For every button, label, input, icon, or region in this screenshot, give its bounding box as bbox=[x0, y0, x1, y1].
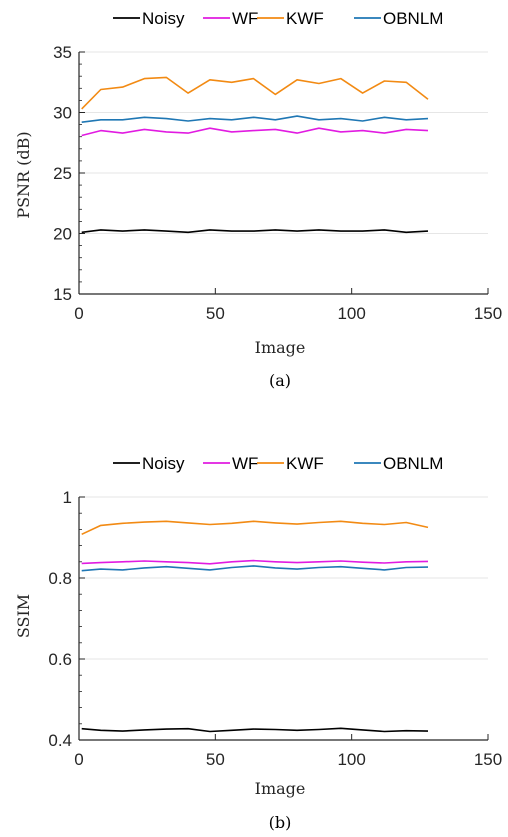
psnr-series-obnlm bbox=[81, 115, 429, 123]
psnr-y-tick-label: 30 bbox=[53, 104, 72, 123]
psnr-series-noisy bbox=[81, 229, 429, 234]
ssim-x-tick-label: 150 bbox=[474, 750, 502, 769]
psnr-caption: (a) bbox=[269, 371, 291, 390]
psnr-y-tick-label: 20 bbox=[53, 225, 72, 244]
ssim-legend-label-wf: WF bbox=[232, 454, 258, 473]
psnr-y-tick-label: 15 bbox=[53, 285, 72, 304]
ssim-legend-label-obnlm: OBNLM bbox=[383, 454, 443, 473]
ssim-series bbox=[81, 520, 429, 733]
ssim-chart: Noisy WF KWF OBNLM 0.4 0.6 0.8 1 0 50 100 150 Imag… bbox=[14, 454, 502, 832]
ssim-legend-label-noisy: Noisy bbox=[142, 454, 185, 473]
psnr-series-kwf bbox=[81, 76, 429, 110]
psnr-x-tick-label: 150 bbox=[474, 304, 502, 323]
ssim-grid bbox=[79, 496, 488, 660]
ssim-y-tick-label: 1 bbox=[63, 488, 72, 507]
psnr-x-tick-label: 100 bbox=[337, 304, 365, 323]
psnr-grid bbox=[79, 51, 488, 234]
ssim-series-obnlm bbox=[81, 565, 429, 572]
psnr-series bbox=[81, 76, 429, 234]
ssim-x-tick-label: 50 bbox=[206, 750, 225, 769]
psnr-x-axis-label: Image bbox=[255, 338, 306, 357]
ssim-y-axis-label: SSIM bbox=[14, 594, 33, 638]
ssim-x-axis-label: Image bbox=[255, 779, 306, 798]
ssim-y-tick-label: 0.6 bbox=[48, 650, 72, 669]
psnr-x-tick-label: 50 bbox=[206, 304, 225, 323]
ssim-series-kwf bbox=[81, 520, 429, 536]
ssim-caption: (b) bbox=[269, 813, 292, 832]
ssim-series-noisy bbox=[81, 727, 429, 733]
ssim-x-tick-label: 100 bbox=[337, 750, 365, 769]
psnr-axes: 15 20 25 30 35 0 50 100 150 bbox=[53, 43, 502, 323]
ssim-series-wf bbox=[81, 559, 429, 565]
ssim-y-tick-label: 0.4 bbox=[48, 731, 72, 750]
psnr-legend: Noisy WF KWF OBNLM bbox=[113, 9, 443, 28]
ssim-y-tick-label: 0.8 bbox=[48, 569, 72, 588]
ssim-x-tick-label: 0 bbox=[74, 750, 83, 769]
psnr-legend-label-noisy: Noisy bbox=[142, 9, 185, 28]
psnr-y-tick-label: 25 bbox=[53, 164, 72, 183]
psnr-legend-label-obnlm: OBNLM bbox=[383, 9, 443, 28]
ssim-legend: Noisy WF KWF OBNLM bbox=[113, 454, 443, 473]
psnr-series-wf bbox=[81, 127, 429, 137]
ssim-legend-label-kwf: KWF bbox=[286, 454, 324, 473]
psnr-x-tick-label: 0 bbox=[74, 304, 83, 323]
psnr-legend-label-wf: WF bbox=[232, 9, 258, 28]
ssim-axes: 0.4 0.6 0.8 1 0 50 100 150 bbox=[48, 488, 502, 769]
psnr-legend-label-kwf: KWF bbox=[286, 9, 324, 28]
psnr-y-tick-label: 35 bbox=[53, 43, 72, 62]
psnr-y-axis-label: PSNR (dB) bbox=[14, 131, 33, 218]
psnr-chart: Noisy WF KWF OBNLM 15 20 25 30 35 0 50 100 150 Imag… bbox=[14, 9, 502, 390]
